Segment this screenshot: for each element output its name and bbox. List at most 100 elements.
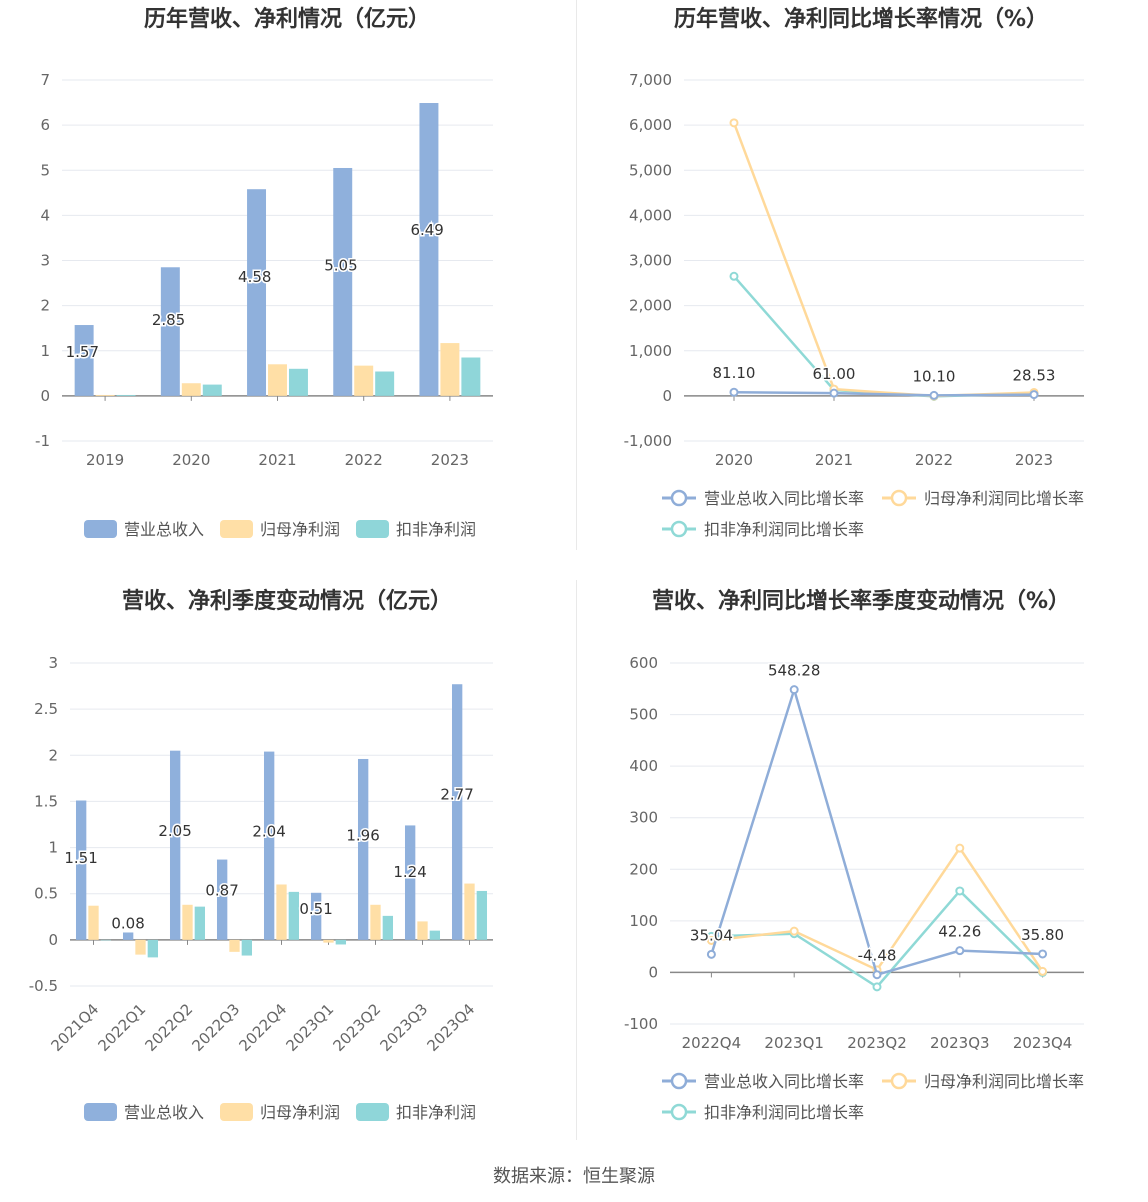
y-tick-label: 1 — [48, 839, 58, 857]
x-tick-label: 2022Q1 — [95, 1000, 150, 1055]
data-label-2022: 10.10 — [913, 367, 956, 385]
y-tick-label: 300 — [629, 809, 658, 827]
legend-label-1: 归母净利润 — [260, 520, 340, 539]
legend-swatch-1 — [220, 520, 253, 538]
y-tick-label: 1,000 — [629, 342, 672, 360]
panel-divider — [576, 580, 577, 1140]
legend: 营业总收入 归母净利润 扣非净利润 — [84, 1103, 476, 1122]
bar-归母净利润-2023Q3 — [417, 921, 428, 940]
data-label-2022Q3: 0.87 — [205, 882, 238, 900]
y-tick-label: 400 — [629, 757, 658, 775]
point-归母净利润同比增长率-2020 — [729, 118, 739, 128]
y-tick-label: 5 — [40, 161, 50, 179]
y-tick-label: 0 — [40, 387, 50, 405]
bar-归母净利润-2023Q4 — [464, 883, 475, 940]
y-tick-label: 2 — [48, 746, 58, 764]
y-tick-label: 200 — [629, 860, 658, 878]
bar-扣非净利润-2020 — [202, 384, 222, 396]
chart-svg: 营收、净利季度变动情况（亿元）-0.500.511.522.531.512021… — [29, 588, 493, 1122]
point-归母净利润同比增长率-2023Q1 — [789, 926, 799, 936]
bar-扣非净利润-2022Q1 — [147, 939, 159, 958]
y-tick-label: 0 — [48, 931, 58, 949]
point-营业总收入同比增长率-2023Q3 — [955, 946, 965, 956]
bar-营业总收入-2022Q1 — [122, 932, 134, 940]
y-tick-label: 7,000 — [629, 71, 672, 89]
x-tick-label: 2023 — [431, 451, 469, 469]
y-tick-label: 1 — [40, 342, 50, 360]
point-营业总收入同比增长率-2023Q1 — [789, 685, 799, 695]
panel-divider — [576, 0, 577, 550]
bar-扣非净利润-2022Q4 — [288, 891, 300, 940]
bar-归母净利润-2023Q2 — [370, 904, 381, 940]
point-营业总收入同比增长率-2023Q2 — [872, 970, 882, 980]
bar-扣非净利润-2023Q4 — [476, 890, 488, 940]
legend-swatch-1 — [220, 1103, 253, 1121]
data-label-2023Q4: 2.77 — [440, 785, 473, 803]
chart-title: 历年营收、净利同比增长率情况（%） — [674, 6, 1048, 32]
series-line-营业总收入同比增长率 — [710, 685, 1043, 977]
bar-归母净利润-2022Q1 — [135, 939, 146, 955]
data-label-2020: 81.10 — [713, 364, 756, 382]
data-label-2020: 2.85 — [152, 311, 185, 329]
legend-swatch-0 — [84, 520, 117, 538]
y-tick-label: -0.5 — [29, 977, 58, 995]
x-tick-label: 2020 — [715, 451, 753, 469]
data-label-2023Q2: 1.96 — [346, 826, 379, 844]
series-line-营业总收入同比增长率 — [733, 390, 1035, 397]
x-tick-label: 2023Q3 — [377, 1000, 432, 1055]
point-营业总收入同比增长率-2022 — [929, 390, 939, 400]
bar-扣非净利润-2023Q2 — [382, 915, 394, 940]
point-归母净利润同比增长率-2023Q3 — [955, 843, 965, 853]
point-营业总收入同比增长率-2023 — [1029, 390, 1039, 400]
chart-svg: 营收、净利同比增长率季度变动情况（%） -100 0 100 200 300 400 500 6… — [624, 588, 1084, 1122]
data-label-2023Q3: 1.24 — [393, 863, 426, 881]
data-label-2022Q1: 0.08 — [111, 914, 144, 932]
x-tick-label: 2023Q4 — [1013, 1034, 1073, 1052]
legend-label-1: 归母净利润同比增长率 — [924, 489, 1084, 508]
y-tick-label: -1,000 — [624, 432, 672, 450]
legend-label-2: 扣非净利润同比增长率 — [704, 1103, 864, 1122]
point-扣非净利润同比增长率-2023Q3 — [955, 886, 965, 896]
data-label-2023: 28.53 — [1013, 367, 1056, 385]
y-tick-label: 3 — [40, 252, 50, 270]
point-营业总收入同比增长率-2022Q4 — [706, 949, 716, 959]
bar-扣非净利润-2021Q4 — [100, 939, 112, 941]
data-label-2022Q4: 35.04 — [690, 926, 733, 944]
point-营业总收入同比增长率-2023Q4 — [1038, 949, 1048, 959]
bar-营业总收入-2022Q4 — [263, 751, 275, 940]
data-label-2023Q1: 0.51 — [299, 900, 332, 918]
x-tick-label: 2023Q4 — [424, 1000, 479, 1055]
y-tick-label: 600 — [629, 654, 658, 672]
legend-marker-2 — [670, 520, 688, 538]
x-tick-label: 2022Q4 — [682, 1034, 742, 1052]
bar-营业总收入-2023Q2 — [357, 758, 369, 940]
y-tick-label: 2 — [40, 297, 50, 315]
data-label-2023Q3: 42.26 — [938, 923, 981, 941]
bar-归母净利润-2022 — [354, 365, 374, 396]
x-tick-label: 2023Q3 — [930, 1034, 990, 1052]
point-营业总收入同比增长率-2021 — [829, 388, 839, 398]
bar-营业总收入-2022Q2 — [169, 750, 181, 940]
chart-svg: 历年营收、净利情况（亿元） -1 0 1 2 3 4 5 6 7 1.57 2019 2.85 2020 4… — [35, 6, 493, 539]
y-tick-label: 1.5 — [34, 792, 58, 810]
legend-label-1: 归母净利润 — [260, 1103, 340, 1122]
data-label-2019: 1.57 — [66, 343, 99, 361]
bar-营业总收入-2023Q1 — [310, 892, 322, 940]
x-tick-label: 2023Q1 — [283, 1000, 338, 1055]
y-tick-label: 7 — [40, 71, 50, 89]
point-营业总收入同比增长率-2020 — [729, 387, 739, 397]
bar-归母净利润-2021Q4 — [88, 905, 99, 940]
y-tick-label: 0 — [662, 387, 672, 405]
y-tick-label: 500 — [629, 706, 658, 724]
bar-营业总收入-2020 — [160, 267, 180, 396]
legend-marker-1 — [890, 1072, 908, 1090]
x-tick-label: 2022Q2 — [142, 1000, 197, 1055]
x-tick-label: 2023 — [1015, 451, 1053, 469]
bar-扣非净利润-2022Q3 — [241, 939, 253, 956]
bar-营业总收入-2019 — [74, 325, 94, 396]
annual-growth-panel: 历年营收、净利同比增长率情况（%） -1,000 0 1,000 2,000 3,000 4… — [574, 0, 1148, 580]
y-tick-label: 3 — [48, 654, 58, 672]
bar-归母净利润-2022Q3 — [229, 939, 240, 952]
legend-label-0: 营业总收入 — [124, 520, 204, 539]
